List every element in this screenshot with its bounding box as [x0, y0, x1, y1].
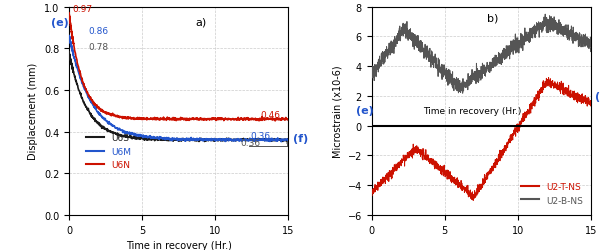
Text: 0.78: 0.78 [88, 43, 108, 52]
Legend: U2-T-NS, U2-B-NS: U2-T-NS, U2-B-NS [517, 179, 586, 208]
Text: 0.86: 0.86 [88, 27, 108, 36]
Text: (f): (f) [293, 133, 308, 143]
Text: (e): (e) [52, 18, 69, 28]
Text: (f): (f) [595, 92, 600, 102]
Y-axis label: Microstrain (x10-6): Microstrain (x10-6) [332, 65, 342, 158]
Text: (e): (e) [356, 105, 374, 115]
Text: b): b) [487, 14, 498, 24]
Text: 0.36: 0.36 [240, 139, 260, 148]
Text: 0.97: 0.97 [73, 5, 93, 14]
Text: 0.36: 0.36 [250, 131, 271, 140]
Text: Time in recovery (Hr.): Time in recovery (Hr.) [423, 107, 521, 116]
Legend: U6S, U6M, U6N: U6S, U6M, U6N [82, 130, 135, 173]
Text: 0.46: 0.46 [260, 110, 281, 119]
X-axis label: Time in recovery (Hr.): Time in recovery (Hr.) [126, 240, 232, 250]
Y-axis label: Displacement (mm): Displacement (mm) [28, 63, 38, 160]
Text: a): a) [195, 18, 206, 28]
